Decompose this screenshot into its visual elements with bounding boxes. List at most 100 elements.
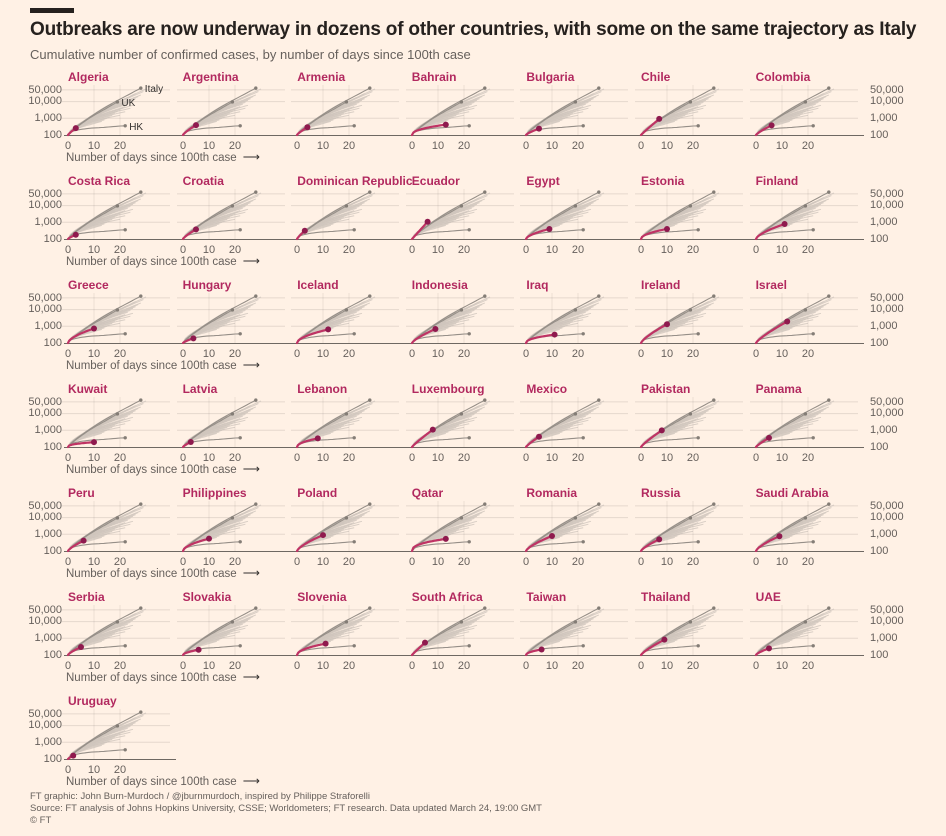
reference-endpoint-uk: [688, 100, 693, 104]
reference-endpoint-uk: [115, 100, 120, 104]
y-axis-label-left: 10,000: [28, 303, 62, 316]
reference-endpoint-hk: [467, 228, 471, 232]
reference-endpoint-italy: [712, 294, 716, 298]
reference-endpoint-hk: [696, 228, 700, 232]
x-axis-caption: Number of days since 100th case ⟶: [66, 774, 260, 788]
reference-endpoint-uk: [459, 308, 463, 312]
mini-chart-mexico: 0 10 20: [520, 397, 629, 464]
x-tick-label: 0: [523, 452, 529, 464]
x-tick-label: 10: [432, 556, 444, 568]
reference-endpoint-italy: [712, 86, 716, 90]
x-tick-label: 20: [801, 348, 813, 360]
reference-endpoint-hk: [467, 332, 471, 336]
y-axis-label-left: 50,000: [28, 291, 62, 304]
chart-row: 50,000 10,000 1,000 100 Uruguay 0 10 20 Number o…: [0, 694, 946, 799]
mini-chart-armenia: 0 10 20: [291, 85, 400, 152]
reference-endpoint-hk: [123, 644, 127, 648]
reference-line-italy: [182, 399, 256, 448]
country-line: [181, 537, 210, 553]
y-axis-label-right: 50,000: [870, 83, 904, 96]
x-tick-label: 20: [687, 140, 699, 152]
reference-line-italy: [525, 87, 600, 136]
country-label-chile: Chile: [641, 70, 671, 84]
x-tick-label: 0: [523, 348, 529, 360]
y-axis-label-right: 1,000: [870, 319, 898, 332]
country-label-serbia: Serbia: [68, 590, 105, 604]
y-axis-label-left: 10,000: [28, 407, 62, 420]
y-axis-label-right: 10,000: [870, 199, 904, 212]
reference-endpoint-uk: [344, 204, 349, 208]
y-axis-label-left: 1,000: [34, 527, 62, 540]
reference-line-uk: [67, 621, 118, 656]
reference-endpoint-italy: [826, 502, 831, 506]
chart-row: 50,000 50,000 10,000 10,000 1,000 1,000 100 100…: [0, 590, 946, 695]
country-line: [66, 327, 96, 345]
reference-line-uk: [296, 413, 347, 448]
y-axis-label-right: 50,000: [870, 395, 904, 408]
reference-endpoint-hk: [467, 436, 471, 440]
x-tick-label: 0: [753, 660, 759, 672]
reference-line-italy: [525, 503, 600, 552]
reference-endpoint-italy: [482, 86, 487, 90]
country-endpoint: [91, 325, 97, 332]
x-tick-label: 0: [65, 452, 71, 464]
reference-endpoint-italy: [139, 710, 143, 714]
reference-line-hk: [67, 749, 126, 760]
y-axis-label-right: 1,000: [870, 527, 898, 540]
country-endpoint: [91, 439, 97, 446]
reference-endpoint-hk: [352, 436, 357, 440]
reference-endpoint-italy: [597, 606, 601, 610]
reference-line-hk: [67, 437, 126, 448]
x-tick-label: 20: [801, 140, 813, 152]
reference-endpoint-uk: [574, 308, 578, 312]
y-axis-label-left: 100: [43, 336, 62, 349]
reference-endpoint-uk: [230, 100, 234, 104]
mini-chart-philippines: 0 10 20: [176, 501, 285, 568]
reference-line-italy: [67, 711, 142, 760]
reference-line-uk: [67, 413, 118, 448]
country-label-dominican-republic: Dominican Republic: [297, 174, 413, 188]
country-label-argentina: Argentina: [182, 70, 239, 84]
x-tick-label: 10: [775, 452, 787, 464]
mini-chart-dominican-republic: 0 10 20: [291, 189, 400, 256]
x-tick-label: 20: [572, 556, 584, 568]
country-label-panama: Panama: [755, 382, 802, 396]
country-label-ireland: Ireland: [641, 278, 681, 292]
reference-endpoint-hk: [696, 124, 700, 128]
country-endpoint: [442, 535, 449, 542]
country-label-saudi-arabia: Saudi Arabia: [755, 486, 829, 500]
x-tick-label: 10: [661, 244, 673, 256]
y-axis-label-right: 10,000: [870, 511, 904, 524]
mini-chart-luxembourg: 0 10 20: [405, 397, 514, 464]
reference-line-hk: [525, 541, 584, 552]
y-axis-label-left: 10,000: [28, 615, 62, 628]
x-tick-label: 10: [88, 764, 100, 776]
reference-endpoint-italy: [368, 190, 372, 194]
reference-endpoint-uk: [688, 204, 693, 208]
x-tick-label: 0: [638, 556, 644, 568]
reference-line-uk: [67, 725, 118, 760]
reference-line-hk: [296, 541, 355, 552]
x-tick-label: 10: [661, 140, 673, 152]
x-tick-label: 20: [228, 140, 240, 152]
reference-endpoint-hk: [811, 436, 815, 440]
y-axis-label-left: 1,000: [34, 735, 62, 748]
reference-line-uk: [755, 101, 806, 136]
country-line: [754, 320, 788, 345]
x-tick-label: 0: [523, 556, 529, 568]
x-tick-label: 10: [775, 348, 787, 360]
reference-endpoint-italy: [368, 398, 372, 402]
reference-endpoint-uk: [574, 620, 578, 624]
x-tick-label: 20: [687, 244, 699, 256]
reference-line-italy: [67, 295, 142, 344]
reference-endpoint-uk: [459, 100, 463, 104]
mini-chart-greece: 0 10 20: [62, 293, 170, 360]
country-line: [410, 220, 429, 241]
country-endpoint: [205, 535, 212, 542]
x-axis-caption-text: Number of days since 100th case: [66, 568, 237, 580]
mini-chart-poland: 0 10 20: [291, 501, 400, 568]
baseline-axis: [64, 447, 864, 448]
reference-line-italy: [525, 607, 600, 656]
x-axis-caption-text: Number of days since 100th case: [66, 776, 237, 788]
x-tick-label: 20: [114, 348, 126, 360]
